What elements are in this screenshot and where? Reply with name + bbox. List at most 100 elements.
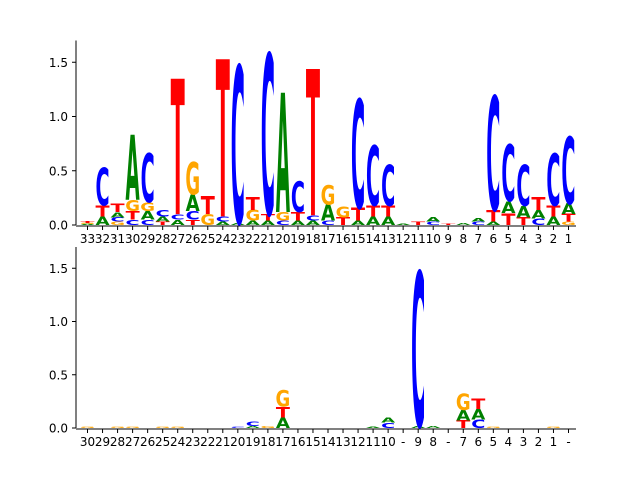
logo-letter-g: G bbox=[486, 427, 501, 429]
x-tick-label: 24 bbox=[170, 435, 185, 449]
y-tick-label: 1.5 bbox=[49, 56, 68, 70]
logo-letter-c: C bbox=[471, 417, 485, 431]
logo-letter-t: T bbox=[486, 208, 500, 226]
x-tick-label: 13 bbox=[380, 232, 395, 246]
logo-letter-a: A bbox=[456, 407, 470, 424]
logo-letter-t: T bbox=[171, 43, 185, 259]
logo-letter-a: A bbox=[216, 221, 231, 226]
x-tick-label: - bbox=[446, 435, 450, 449]
logo-letter-c: C bbox=[231, 24, 245, 275]
x-tick-label: - bbox=[566, 435, 570, 449]
logo-letter-c: C bbox=[291, 173, 305, 222]
logo-letter-a: A bbox=[381, 214, 395, 228]
logo-letter-a: A bbox=[411, 426, 426, 429]
logo-letter-g: G bbox=[245, 207, 260, 224]
logo-letter-c: C bbox=[261, 10, 275, 266]
logo-letter-a: A bbox=[456, 222, 471, 225]
logo-letter-a: A bbox=[291, 220, 306, 227]
x-tick-label: 18 bbox=[260, 435, 275, 449]
x-tick-label: 8 bbox=[459, 232, 467, 246]
x-tick-label: 2 bbox=[535, 435, 543, 449]
x-tick-label: 4 bbox=[505, 435, 513, 449]
logo-letter-t: T bbox=[546, 203, 561, 220]
x-tick-label: 33 bbox=[80, 232, 95, 246]
x-tick-label: 19 bbox=[245, 435, 260, 449]
logo-letter-t: T bbox=[441, 224, 455, 226]
x-tick-label: 7 bbox=[474, 232, 482, 246]
y-tick-label: 1.0 bbox=[49, 110, 68, 124]
logo-letter-c: C bbox=[216, 215, 230, 224]
x-tick-label: 10 bbox=[426, 232, 441, 246]
x-tick-label: 9 bbox=[444, 232, 452, 246]
x-tick-label: 10 bbox=[380, 435, 395, 449]
x-tick-label: 21 bbox=[260, 232, 275, 246]
x-tick-label: 6 bbox=[474, 435, 482, 449]
x-tick-label: 22 bbox=[200, 435, 215, 449]
logo-letter-a: A bbox=[351, 220, 366, 227]
logo-letter-t: T bbox=[111, 201, 126, 215]
logo-letter-a: A bbox=[111, 211, 125, 220]
x-tick-label: 26 bbox=[185, 232, 200, 246]
logo-letter-a: A bbox=[246, 220, 261, 227]
logo-letter-a: A bbox=[141, 209, 155, 223]
logo-letter-c: C bbox=[381, 153, 395, 219]
logo-letter-c: C bbox=[381, 422, 395, 430]
x-tick-label: 27 bbox=[125, 435, 140, 449]
x-tick-label: 12 bbox=[396, 232, 411, 246]
x-tick-label: - bbox=[401, 435, 405, 449]
logo-letter-a: A bbox=[426, 426, 441, 429]
logo-letter-g: G bbox=[170, 427, 185, 429]
logo-letter-c: C bbox=[156, 208, 170, 219]
x-tick-label: 5 bbox=[505, 232, 513, 246]
logo-letter-t: T bbox=[96, 203, 111, 220]
logo-letter-t: T bbox=[216, 18, 230, 269]
logo-letter-a: A bbox=[80, 224, 94, 226]
logo-letter-g: G bbox=[276, 386, 291, 412]
logo-letter-a: A bbox=[321, 200, 335, 226]
logo-letter-c: C bbox=[141, 218, 155, 227]
top-logo-panel: 0.00.51.01.533 32 31 30 29 28 27 26 25 24 23 22 21 20… bbox=[49, 10, 577, 275]
logo-letter-t: T bbox=[351, 204, 366, 225]
x-tick-label: 1 bbox=[550, 435, 558, 449]
x-tick-label: 19 bbox=[290, 232, 305, 246]
x-tick-label: 29 bbox=[95, 435, 110, 449]
x-tick-label: 7 bbox=[459, 435, 467, 449]
logo-letter-c: C bbox=[516, 153, 530, 219]
x-tick-label: 20 bbox=[275, 232, 290, 246]
logo-letter-g: G bbox=[321, 181, 336, 212]
x-tick-label: 3 bbox=[535, 232, 543, 246]
x-tick-label: 17 bbox=[320, 232, 335, 246]
logo-letter-a: A bbox=[231, 222, 246, 225]
logo-letter-g: G bbox=[456, 389, 471, 415]
x-tick-label: 14 bbox=[320, 435, 335, 449]
x-tick-label: 16 bbox=[290, 435, 305, 449]
logo-letter-t: T bbox=[276, 404, 291, 421]
logo-letter-g: G bbox=[336, 204, 351, 221]
logo-letter-c: C bbox=[561, 117, 575, 225]
x-tick-label: 25 bbox=[200, 232, 215, 246]
x-tick-label: 15 bbox=[350, 232, 365, 246]
logo-letter-a: A bbox=[171, 219, 185, 228]
logo-letter-a: A bbox=[246, 426, 261, 429]
x-tick-label: 12 bbox=[350, 435, 365, 449]
logo-letter-t: T bbox=[156, 221, 171, 226]
logo-letter-c: C bbox=[366, 131, 380, 226]
logo-letter-t: T bbox=[306, 30, 320, 264]
logo-letter-g: G bbox=[80, 223, 95, 225]
logo-letter-c: C bbox=[246, 421, 260, 428]
x-tick-label: 22 bbox=[245, 232, 260, 246]
logo-letter-g: G bbox=[110, 221, 125, 226]
logo-letter-c: C bbox=[351, 70, 365, 243]
logo-letter-a: A bbox=[486, 221, 501, 226]
x-tick-label: 32 bbox=[95, 232, 110, 246]
logo-letter-c: C bbox=[411, 232, 425, 477]
x-tick-label: 11 bbox=[365, 435, 380, 449]
logo-letter-g: G bbox=[185, 154, 200, 206]
logo-letter-t: T bbox=[516, 215, 531, 227]
logo-letter-a: A bbox=[426, 216, 441, 223]
y-tick-label: 1.0 bbox=[49, 315, 68, 329]
logo-letter-c: C bbox=[95, 159, 109, 219]
logo-letter-a: A bbox=[306, 220, 321, 227]
x-tick-label: 13 bbox=[335, 435, 350, 449]
logo-letter-a: A bbox=[396, 224, 410, 226]
